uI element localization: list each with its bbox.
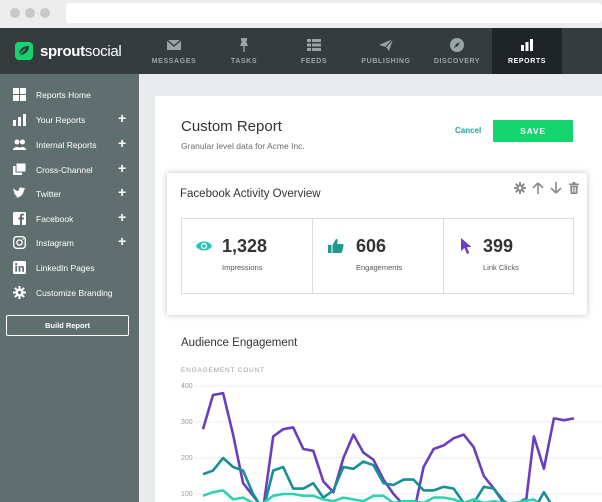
engagement-line-chart [195, 385, 602, 502]
cards-icon [13, 163, 26, 175]
metrics-panel [181, 218, 574, 294]
instagram-icon [13, 236, 26, 249]
feeds-icon [307, 39, 321, 51]
nav-label: REPORTS [507, 58, 547, 65]
nav-tasks[interactable]: TASKS [209, 28, 279, 74]
grid-icon [13, 88, 26, 101]
bar-chart-icon [521, 39, 533, 51]
brand-thin: social [84, 42, 122, 60]
y-tick-label: 300 [181, 419, 193, 426]
window-close-dot[interactable] [10, 8, 20, 18]
twitter-icon [13, 187, 26, 198]
sidebar-item-label: Facebook [36, 214, 74, 224]
brand-logo[interactable]: sproutsocial [14, 40, 122, 62]
sidebar-item-twitter[interactable]: Twitter + [0, 182, 139, 206]
nav-publishing[interactable]: PUBLISHING [351, 28, 421, 74]
cancel-button[interactable]: Cancel [455, 126, 482, 135]
page-title: Custom Report [181, 118, 282, 135]
linkedin-icon [13, 261, 26, 274]
nav-reports[interactable]: REPORTS [492, 28, 562, 74]
y-tick-label: 400 [181, 383, 193, 390]
section-title: Audience Engagement [181, 337, 298, 349]
nav-label: PUBLISHING [361, 58, 411, 65]
nav-label: DISCOVERY [433, 58, 481, 65]
expand-plus-icon[interactable]: + [118, 135, 127, 151]
sidebar-item-cross-channel[interactable]: Cross-Channel + [0, 158, 139, 182]
y-axis-label: ENGAGEMENT COUNT [181, 367, 265, 374]
link-clicks-value: 399 [483, 236, 514, 256]
bar-chart-icon [13, 114, 26, 126]
series-line-3 [202, 489, 539, 502]
series-line-1 [201, 391, 575, 502]
engagements-label: Engagements [356, 263, 403, 272]
sidebar-item-facebook[interactable]: Facebook + [0, 207, 139, 231]
sidebar-item-label: Reports Home [36, 90, 91, 100]
link-clicks-label: Link Clicks [483, 263, 519, 272]
compass-icon [450, 38, 464, 52]
sidebar-item-instagram[interactable]: Instagram + [0, 231, 139, 255]
thumbs-up-icon [328, 239, 344, 253]
series-line-2 [202, 456, 552, 502]
paper-plane-icon [379, 38, 394, 51]
impressions-value: 1,328 [222, 236, 268, 256]
sidebar-item-label: Cross-Channel [36, 165, 93, 175]
metric-divider [312, 219, 313, 293]
eye-icon [196, 241, 212, 251]
y-tick-label: 200 [181, 455, 193, 462]
browser-chrome [0, 0, 602, 28]
top-navigation: sproutsocial MESSAGES TASKS FEEDS PUBLIS… [0, 28, 602, 74]
arrow-down-icon[interactable] [550, 182, 562, 194]
card-title: Facebook Activity Overview [180, 188, 321, 200]
expand-plus-icon[interactable]: + [118, 184, 127, 200]
nav-messages[interactable]: MESSAGES [139, 28, 209, 74]
impressions-label: Impressions [222, 263, 263, 272]
window-minimize-dot[interactable] [25, 8, 35, 18]
sidebar-item-label: Internal Reports [36, 140, 97, 150]
users-icon [13, 139, 26, 150]
pin-icon [240, 38, 248, 52]
sidebar-item-your-reports[interactable]: Your Reports + [0, 108, 139, 132]
build-report-button[interactable]: Build Report [6, 315, 129, 336]
trash-icon[interactable] [568, 182, 580, 194]
sidebar-item-internal-reports[interactable]: Internal Reports + [0, 133, 139, 157]
sidebar-item-reports-home[interactable]: Reports Home [0, 83, 139, 107]
expand-plus-icon[interactable]: + [118, 209, 127, 225]
sidebar-item-label: Twitter [36, 189, 62, 199]
sidebar-item-label: Customize Branding [36, 288, 113, 298]
expand-plus-icon[interactable]: + [118, 110, 127, 126]
brand-name: sproutsocial [40, 42, 122, 60]
expand-plus-icon[interactable]: + [118, 160, 127, 176]
sidebar-item-label: Instagram [36, 238, 74, 248]
nav-feeds[interactable]: FEEDS [279, 28, 349, 74]
engagements-value: 606 [356, 236, 387, 256]
facebook-icon [13, 212, 26, 225]
page-subtitle: Granular level data for Acme Inc. [181, 141, 305, 151]
gear-icon [13, 286, 26, 299]
sidebar-item-customize-branding[interactable]: Customize Branding [0, 281, 139, 305]
nav-label: FEEDS [300, 58, 328, 65]
address-bar[interactable] [66, 3, 602, 23]
window-maximize-dot[interactable] [40, 8, 50, 18]
save-button[interactable]: SAVE [493, 120, 573, 142]
nav-label: MESSAGES [151, 58, 197, 65]
brand-bold: sprout [40, 42, 85, 60]
metric-divider [443, 219, 444, 293]
nav-label: TASKS [230, 58, 258, 65]
sidebar-item-label: Your Reports [36, 115, 86, 125]
y-tick-label: 100 [181, 491, 193, 498]
cursor-icon [461, 238, 472, 254]
sprout-leaf-icon [15, 42, 33, 60]
sidebar-item-linkedin-pages[interactable]: LinkedIn Pages [0, 256, 139, 280]
envelope-icon [166, 39, 182, 50]
arrow-up-icon[interactable] [532, 182, 544, 194]
sidebar-item-label: LinkedIn Pages [36, 263, 95, 273]
nav-discovery[interactable]: DISCOVERY [422, 28, 492, 74]
activity-overview-card [167, 173, 587, 315]
gear-icon[interactable] [514, 182, 526, 194]
expand-plus-icon[interactable]: + [118, 233, 127, 249]
sidebar: Reports Home Your Reports + Internal Rep… [0, 74, 139, 502]
